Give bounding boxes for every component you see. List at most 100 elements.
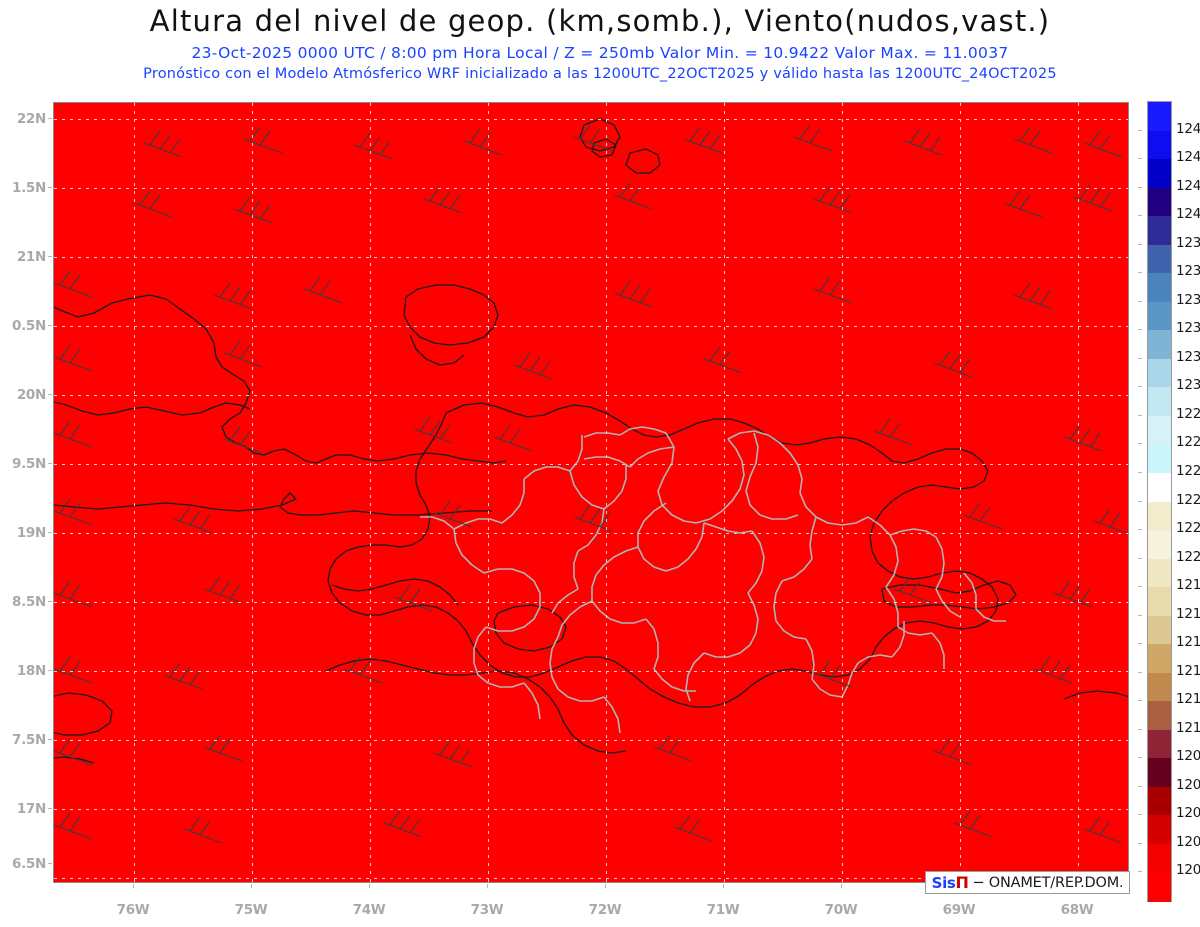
colorbar-cell [1148, 358, 1171, 388]
gridline-horizontal [54, 119, 1128, 120]
map-overlays [54, 118, 1128, 844]
colorbar-cell [1148, 415, 1171, 446]
gridline-horizontal [54, 395, 1128, 396]
colorbar-tick-label: 12326 [1176, 348, 1200, 365]
colorbar-tick-mark [1138, 586, 1142, 588]
colorbar-tick-mark [1138, 329, 1142, 331]
y-axis-label: 9.5N [11, 456, 46, 472]
colorbar-tick-mark [1138, 272, 1142, 274]
colorbar-tick-mark [1138, 814, 1142, 816]
colorbar-cell [1148, 672, 1171, 702]
gridline-horizontal [54, 671, 1128, 672]
colorbar-cell [1148, 758, 1171, 788]
colorbar-cell [1148, 644, 1171, 674]
colorbar-tick-mark [1138, 842, 1142, 844]
colorbar-cell [1148, 587, 1171, 617]
gridline-vertical [370, 103, 371, 882]
y-axis-tick [48, 808, 52, 809]
x-axis-label: 69W [942, 902, 976, 918]
colorbar-tick-mark [1138, 300, 1142, 302]
y-axis-tick [48, 118, 52, 119]
y-axis-tick [48, 463, 52, 464]
y-axis-tick [48, 601, 52, 602]
x-axis-label: 72W [588, 902, 622, 918]
colorbar-tick-mark [1138, 671, 1142, 673]
x-axis-label: 68W [1060, 902, 1094, 918]
colorbar-tick-mark [1138, 700, 1142, 702]
colorbar-tick-mark [1138, 643, 1142, 645]
colorbar-tick-label: 12020 [1176, 862, 1200, 879]
chart-header: Altura del nivel de geop. (km,somb.), Vi… [0, 0, 1200, 95]
colorbar[interactable] [1147, 101, 1172, 902]
colorbar-cell [1148, 729, 1171, 759]
colorbar-tick-label: 12377 [1176, 263, 1200, 280]
colorbar-tick-mark [1138, 215, 1142, 217]
colorbar-tick-mark [1138, 414, 1142, 416]
y-axis-label: 17N [16, 801, 46, 817]
colorbar-tick-mark [1138, 386, 1142, 388]
gridline-horizontal [54, 326, 1128, 327]
gridline-horizontal [54, 464, 1128, 465]
x-axis-tick [841, 884, 842, 888]
colorbar-tick-mark [1138, 471, 1142, 473]
colorbar-tick-label: 12445 [1176, 149, 1200, 166]
y-axis-label: 7.5N [11, 732, 46, 748]
colorbar-tick-mark [1138, 357, 1142, 359]
gridline-horizontal [54, 809, 1128, 810]
colorbar-tick-mark [1138, 443, 1142, 445]
gridline-horizontal [54, 740, 1128, 741]
map-plot-area[interactable] [53, 102, 1129, 883]
colorbar-cell [1148, 130, 1171, 160]
y-axis-label: 19N [16, 525, 46, 541]
logo-pi-icon: Π [955, 873, 969, 892]
colorbar-cell [1148, 815, 1171, 845]
logo-sis-text: Sis [931, 873, 956, 892]
colorbar-cell [1148, 701, 1171, 731]
wind-barbs [54, 124, 1128, 844]
colorbar-tick-label: 12122 [1176, 691, 1200, 708]
colorbar-tick-label: 12190 [1176, 577, 1200, 594]
gridline-vertical [724, 103, 725, 882]
y-axis-label: 18N [16, 663, 46, 679]
gridline-horizontal [54, 602, 1128, 603]
colorbar-cell [1148, 273, 1171, 303]
colorbar-tick-label: 12258 [1176, 462, 1200, 479]
x-axis-label: 76W [116, 902, 150, 918]
y-axis-label: 1.5N [11, 180, 46, 196]
y-axis-tick [48, 394, 52, 395]
logo-watermark: Sis Π − ONAMET/REP.DOM. [925, 871, 1130, 894]
gridline-vertical [1078, 103, 1079, 882]
x-axis-label: 70W [824, 902, 858, 918]
y-axis-label: 21N [16, 249, 46, 265]
gridline-vertical [960, 103, 961, 882]
colorbar-tick-label: 12428 [1176, 177, 1200, 194]
x-axis-tick [487, 884, 488, 888]
coastlines [54, 118, 1128, 764]
colorbar-cell [1148, 558, 1171, 588]
colorbar-tick-label: 12275 [1176, 434, 1200, 451]
colorbar-tick-label: 12360 [1176, 291, 1200, 308]
x-axis-label: 73W [470, 902, 504, 918]
x-axis-tick [251, 884, 252, 888]
colorbar-tick-label: 12292 [1176, 405, 1200, 422]
colorbar-cell [1148, 530, 1171, 560]
y-axis-tick [48, 739, 52, 740]
y-axis-tick [48, 325, 52, 326]
colorbar-tick-mark [1138, 129, 1142, 131]
colorbar-cell [1148, 501, 1171, 531]
x-axis-tick [605, 884, 606, 888]
colorbar-tick-label: 12173 [1176, 605, 1200, 622]
x-axis-label: 74W [352, 902, 386, 918]
x-axis-tick [133, 884, 134, 888]
x-axis-label: 71W [706, 902, 740, 918]
colorbar-tick-label: 12037 [1176, 833, 1200, 850]
shaded-geopotential-field [54, 103, 1128, 882]
colorbar-tick-mark [1138, 158, 1142, 160]
x-axis-tick [723, 884, 724, 888]
gridline-vertical [842, 103, 843, 882]
gridline-vertical [606, 103, 607, 882]
colorbar-tick-label: 12309 [1176, 377, 1200, 394]
colorbar-tick-mark [1138, 186, 1142, 188]
colorbar-tick-mark [1138, 243, 1142, 245]
gridline-vertical [134, 103, 135, 882]
